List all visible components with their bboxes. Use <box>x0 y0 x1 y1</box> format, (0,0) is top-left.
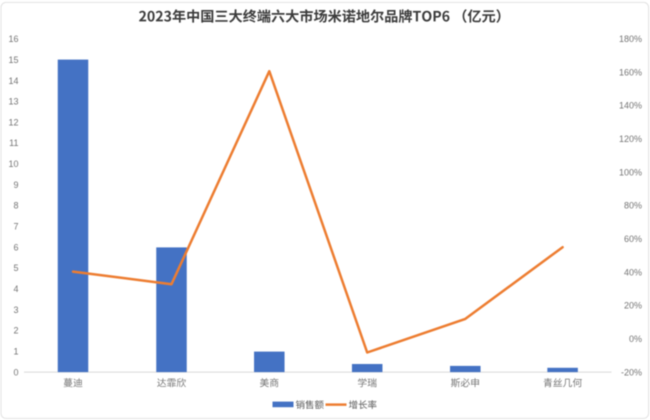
svg-text:5: 5 <box>13 263 18 273</box>
svg-text:8: 8 <box>13 201 18 211</box>
svg-text:15: 15 <box>8 55 18 65</box>
svg-text:1: 1 <box>13 347 18 357</box>
svg-text:0: 0 <box>13 367 18 377</box>
svg-text:7: 7 <box>13 222 18 232</box>
svg-text:60%: 60% <box>624 234 642 244</box>
svg-text:-20%: -20% <box>621 367 642 377</box>
svg-text:160%: 160% <box>619 67 642 77</box>
svg-text:14: 14 <box>8 76 18 86</box>
svg-text:0%: 0% <box>629 334 642 344</box>
svg-text:100%: 100% <box>619 167 642 177</box>
svg-text:9: 9 <box>13 180 18 190</box>
svg-text:10: 10 <box>8 159 18 169</box>
svg-text:4: 4 <box>13 284 18 294</box>
svg-text:120%: 120% <box>619 134 642 144</box>
svg-text:3: 3 <box>13 305 18 315</box>
svg-text:6: 6 <box>13 242 18 252</box>
svg-text:13: 13 <box>8 97 18 107</box>
svg-text:12: 12 <box>8 117 18 127</box>
svg-text:20%: 20% <box>624 301 642 311</box>
svg-text:40%: 40% <box>624 267 642 277</box>
svg-text:180%: 180% <box>619 34 642 44</box>
svg-text:11: 11 <box>9 138 18 148</box>
svg-text:2: 2 <box>13 326 18 336</box>
svg-text:16: 16 <box>8 34 18 44</box>
svg-text:80%: 80% <box>624 201 642 211</box>
svg-text:140%: 140% <box>619 101 642 111</box>
